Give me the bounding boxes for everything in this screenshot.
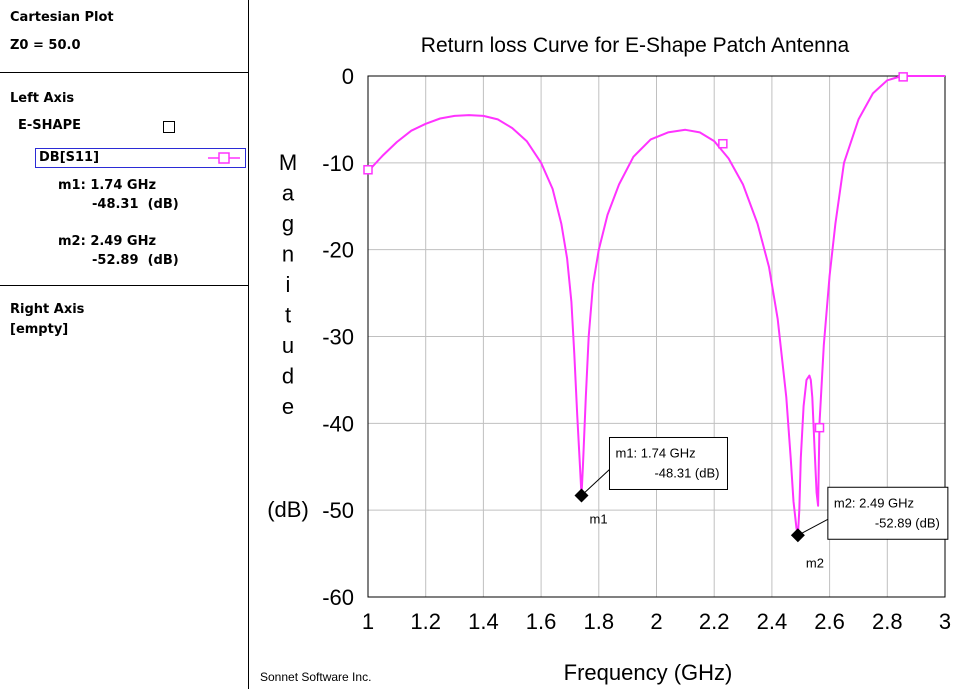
markers-group: m1: 1.74 GHz -48.31 (dB) m1 m2: 2.49 GHz -52…	[574, 436, 949, 570]
x-tick-label: 1.8	[584, 609, 615, 634]
y-axis-label-letter: M	[279, 150, 297, 175]
y-tick-label: -20	[322, 238, 354, 263]
trace-symbol	[718, 138, 728, 149]
chart-title: Return loss Curve for E-Shape Patch Ante…	[421, 34, 850, 57]
project-label: E-SHAPE	[18, 118, 81, 133]
x-tick-labels: 1 1.2 1.4 1.6 1.8 2 2.2 2.4 2.6 2.8 3	[362, 609, 951, 634]
plot-border	[367, 75, 946, 598]
marker-diamond	[790, 528, 805, 543]
right-axis-title: Right Axis	[10, 302, 85, 317]
x-tick-label: 1.2	[410, 609, 441, 634]
y-tick-labels: 0 -10 -20 -30 -40 -50 -60	[322, 64, 354, 610]
plot-area: Return loss Curve for E-Shape Patch Ante…	[250, 0, 971, 689]
marker-m2-value: -52.89 (dB)	[92, 253, 179, 268]
y-tick-label: -60	[322, 585, 354, 610]
y-tick-label: -10	[322, 151, 354, 176]
marker-label-box	[827, 486, 949, 540]
marker-leader-line	[797, 518, 829, 536]
project-visibility-checkbox[interactable]	[163, 121, 175, 133]
left-axis-section: Left Axis E-SHAPE DB[S11] m1: 1.74 GHz -…	[0, 73, 248, 286]
marker-m2-freq: m2: 2.49 GHz	[58, 234, 157, 249]
x-tick-label: 2.6	[814, 609, 845, 634]
y-axis-label-letter: u	[282, 333, 294, 358]
trace-symbol	[898, 72, 908, 82]
x-tick-label: 1.6	[526, 609, 557, 634]
plot-type-label: Cartesian Plot	[10, 10, 114, 25]
x-axis-label: Frequency (GHz)	[564, 660, 733, 685]
left-axis-title: Left Axis	[10, 91, 75, 106]
marker-diamond	[574, 488, 589, 503]
right-axis-content: [empty]	[10, 322, 69, 337]
trace-item-dbs11[interactable]: DB[S11]	[35, 148, 246, 168]
y-axis-unit: (dB)	[267, 497, 309, 522]
y-axis-label-letter: n	[282, 242, 294, 267]
marker-label-freq: m1: 1.74 GHz	[615, 445, 695, 460]
y-tick-label: 0	[342, 64, 354, 89]
series-line-dbs11	[367, 75, 945, 537]
x-tick-label: 2.8	[872, 609, 903, 634]
x-tick-label: 1	[362, 609, 374, 634]
y-axis-label-letter: g	[282, 211, 294, 236]
y-axis-label-letter: e	[282, 394, 294, 419]
plot-info-section: Cartesian Plot Z0 = 50.0	[0, 0, 248, 73]
trace-line-symbol-icon	[208, 152, 240, 164]
y-axis-label-letter: d	[282, 364, 294, 389]
y-axis-label-letter: a	[282, 181, 295, 206]
marker-label-freq: m2: 2.49 GHz	[834, 495, 914, 510]
trace-label: DB[S11]	[39, 150, 100, 165]
marker-leader-line	[581, 469, 610, 496]
x-tick-label: 3	[939, 609, 951, 634]
x-tick-label: 2	[650, 609, 662, 634]
legend-panel: Cartesian Plot Z0 = 50.0 Left Axis E-SHA…	[0, 0, 249, 689]
y-axis-label-letter: t	[285, 303, 291, 328]
x-tick-label: 1.4	[468, 609, 499, 634]
marker-label-value: -52.89 (dB)	[875, 515, 940, 530]
series-group	[363, 72, 945, 537]
marker-id-label: m1	[589, 511, 607, 526]
marker-id-label: m2	[806, 555, 824, 570]
trace-symbol	[363, 165, 373, 175]
x-tick-label: 2.2	[699, 609, 730, 634]
y-tick-label: -50	[322, 498, 354, 523]
trace-symbol	[814, 422, 825, 433]
y-axis-label-letter: i	[286, 272, 291, 297]
credit-text: Sonnet Software Inc.	[260, 670, 371, 684]
marker-label-value: -48.31 (dB)	[654, 465, 719, 480]
y-tick-label: -30	[322, 325, 354, 350]
y-tick-label: -40	[322, 411, 354, 436]
z0-label: Z0 = 50.0	[10, 38, 81, 53]
marker-m1-value: -48.31 (dB)	[92, 197, 179, 212]
return-loss-chart: Return loss Curve for E-Shape Patch Ante…	[260, 34, 951, 685]
marker-m1-freq: m1: 1.74 GHz	[58, 178, 157, 193]
marker-label-box	[608, 436, 728, 490]
x-tick-label: 2.4	[757, 609, 788, 634]
